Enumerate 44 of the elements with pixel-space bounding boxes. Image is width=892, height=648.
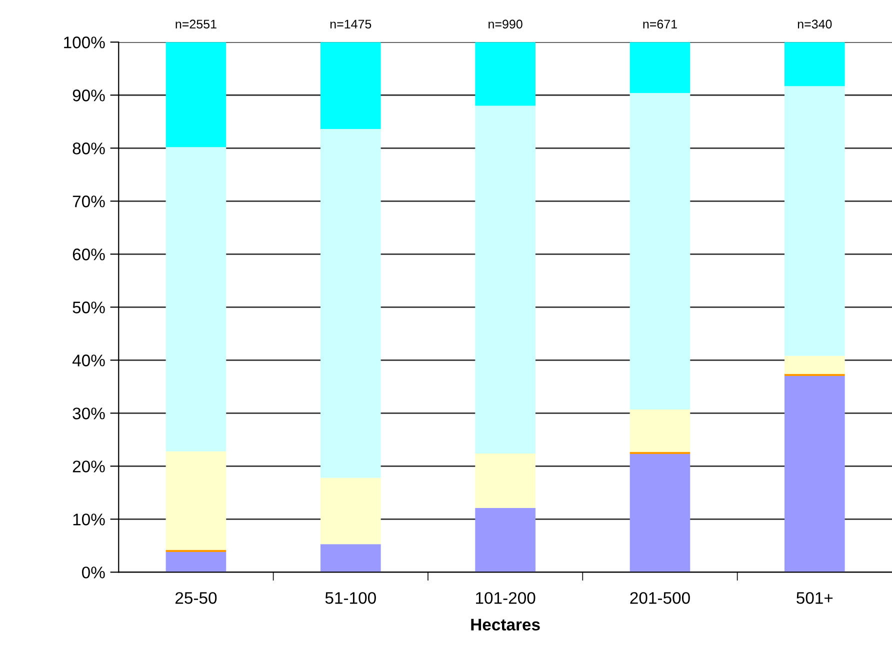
bar — [320, 544, 381, 572]
bar — [320, 42, 381, 130]
bar — [166, 42, 226, 148]
y-tick-label: 80% — [72, 142, 105, 154]
bar — [630, 42, 690, 94]
bar — [475, 508, 536, 572]
bar — [320, 478, 381, 544]
annotation: n=1475 — [330, 20, 372, 29]
bar — [166, 147, 226, 452]
x-axis-title: Hectares — [471, 618, 540, 631]
bar — [630, 93, 690, 410]
y-tick-label: 90% — [72, 90, 105, 102]
y-tick-label: 60% — [72, 248, 105, 260]
annotation: n=990 — [488, 20, 522, 29]
bar — [166, 451, 226, 550]
bar — [475, 453, 536, 508]
y-tick-label: 50% — [72, 302, 105, 314]
x-tick-label: 51-100 — [325, 592, 376, 604]
y-tick-label: 10% — [73, 514, 105, 526]
bar — [784, 86, 845, 356]
x-tick-label: 101-200 — [476, 592, 536, 604]
y-tick-label: 70% — [72, 196, 105, 208]
y-tick-label: 40% — [72, 354, 105, 366]
bar — [475, 42, 536, 106]
bar — [320, 129, 381, 478]
bar — [630, 454, 690, 572]
y-tick-label: 20% — [72, 460, 105, 472]
bar — [630, 409, 690, 452]
x-tick-label: 201-500 — [630, 592, 690, 604]
annotation: n=2551 — [176, 20, 216, 29]
x-tick-label: 501+ — [796, 592, 833, 604]
bar — [784, 376, 845, 572]
bar — [166, 550, 226, 552]
x-tick-label: 25-50 — [176, 592, 217, 604]
y-tick-label: 0% — [82, 566, 105, 578]
y-tick-label: 30% — [72, 408, 105, 420]
bar — [784, 356, 845, 374]
bar — [166, 552, 226, 572]
bar — [475, 106, 536, 454]
bar — [784, 42, 845, 86]
annotation: n=671 — [643, 20, 677, 29]
annotation: n=340 — [798, 20, 832, 29]
y-tick-label: 100% — [64, 36, 105, 48]
bar — [784, 374, 845, 376]
